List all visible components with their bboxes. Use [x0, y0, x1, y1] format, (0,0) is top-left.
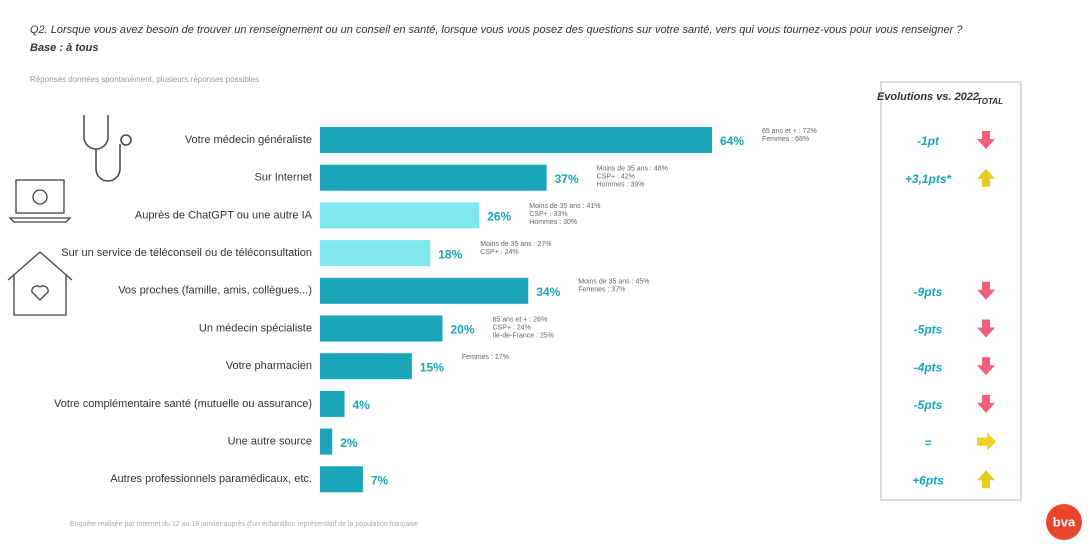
value-label: 20% — [451, 323, 475, 337]
evolution: -9pts — [914, 285, 943, 299]
note: Femmes : 17% — [462, 354, 509, 361]
bar — [320, 428, 333, 455]
chart-title: Q2. Lorsque vous avez besoin de trouver … — [30, 24, 963, 36]
chart-subtitle: Base : à tous — [30, 42, 98, 54]
trend-arrow — [977, 357, 995, 376]
laptop-icon — [8, 179, 72, 223]
chart-note: Réponses données spontanément, plusieurs… — [30, 75, 259, 84]
note: Moins de 35 ans : 48% — [597, 166, 668, 173]
note: Femmes : 68% — [762, 136, 809, 143]
value-label: 2% — [340, 436, 358, 450]
evolution: -5pts — [914, 398, 943, 412]
value-label: 15% — [420, 360, 444, 374]
evolution-panel — [880, 81, 1022, 501]
trend-arrow — [977, 168, 995, 187]
trend-arrow — [977, 319, 995, 338]
value-label: 37% — [555, 172, 579, 186]
value-label: 26% — [487, 210, 511, 224]
bar — [320, 127, 712, 153]
evolution: -4pts — [914, 360, 943, 374]
note: CSP+ : 24% — [480, 249, 518, 256]
note: Moins de 35 ans : 27% — [480, 241, 551, 248]
trend-arrow — [977, 281, 995, 300]
trend-arrow — [977, 394, 995, 413]
note: Hommes : 39% — [597, 182, 645, 189]
bar — [320, 315, 443, 342]
value-label: 7% — [371, 473, 389, 487]
bar — [320, 240, 431, 267]
category-label: Une autre source — [228, 436, 312, 448]
note: 65 ans et + : 26% — [493, 316, 548, 323]
value-label: 64% — [720, 134, 744, 148]
bar — [320, 277, 529, 304]
house-icon — [7, 251, 73, 316]
category-label: Auprès de ChatGPT ou une autre IA — [135, 209, 313, 221]
category-label: Votre complémentaire santé (mutuelle ou … — [54, 398, 312, 410]
logo-text: bva — [1053, 514, 1076, 529]
evolution: -1pt — [917, 134, 940, 148]
bar — [320, 353, 412, 380]
evolution: -5pts — [914, 323, 943, 337]
bar — [320, 164, 547, 191]
evolution-header: Evolutions vs. 2022 — [877, 91, 979, 103]
category-label: Vos proches (famille, amis, collègues...… — [118, 285, 312, 297]
evolution: = — [924, 436, 931, 450]
trend-arrow — [977, 131, 995, 149]
bar — [320, 390, 345, 417]
trend-header: TOTAL — [977, 97, 1003, 106]
category-label: Sur un service de téléconseil ou de télé… — [61, 247, 312, 259]
category-label: Sur Internet — [255, 172, 312, 184]
evolution: +3,1pts* — [905, 172, 953, 186]
note: Moins de 35 ans : 41% — [529, 203, 600, 210]
trend-arrow — [977, 432, 996, 451]
evolution: +6pts — [912, 473, 944, 487]
note: CSP+ : 24% — [493, 324, 531, 331]
note: Femmes : 37% — [578, 287, 625, 294]
footer: Enquête réalisée par Internet du 12 au 1… — [70, 521, 418, 528]
note: Ile-de-France : 25% — [493, 332, 554, 339]
category-label: Un médecin spécialiste — [199, 322, 312, 334]
value-label: 4% — [353, 398, 371, 412]
bar — [320, 466, 363, 493]
note: 65 ans et + : 72% — [762, 128, 817, 135]
category-label: Votre médecin généraliste — [185, 134, 312, 146]
logo — [1046, 504, 1082, 540]
stethoscope-icon — [83, 115, 132, 182]
category-label: Votre pharmacien — [226, 360, 312, 372]
note: Hommes : 30% — [529, 219, 577, 226]
trend-arrow — [977, 470, 995, 489]
value-label: 18% — [438, 247, 462, 261]
category-label: Autres professionnels paramédicaux, etc. — [110, 473, 312, 485]
note: CSP+ : 42% — [597, 174, 635, 181]
bar — [320, 202, 480, 229]
note: CSP+ : 33% — [529, 211, 567, 218]
note: Moins de 35 ans : 45% — [578, 279, 649, 286]
value-label: 34% — [536, 285, 560, 299]
